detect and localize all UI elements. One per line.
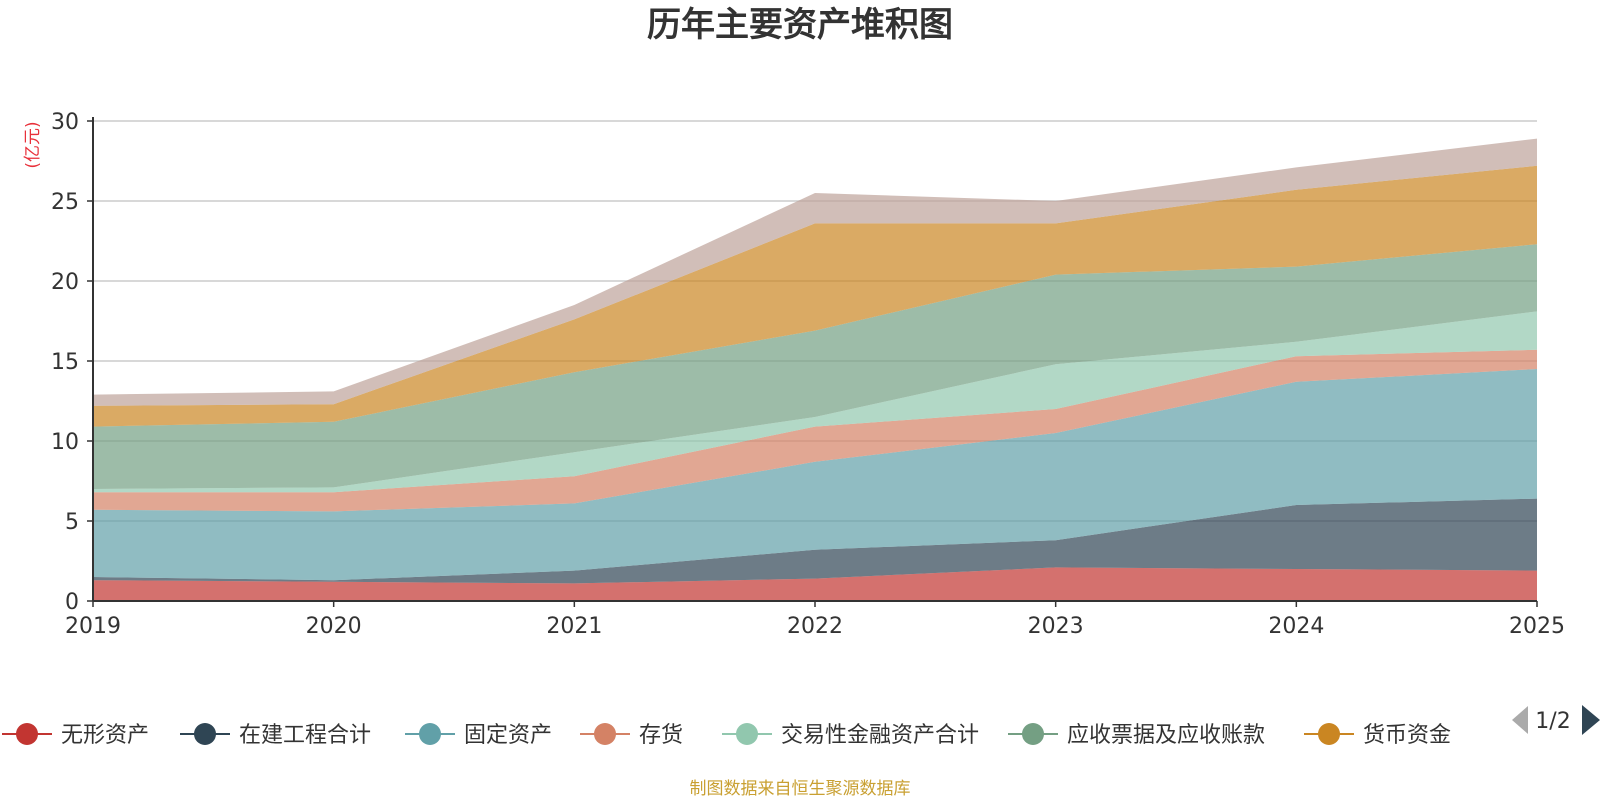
legend-item[interactable]: 在建工程合计 — [180, 723, 371, 748]
legend-pager: 1/2 — [1512, 705, 1600, 735]
legend-next-arrow[interactable] — [1582, 705, 1600, 735]
legend-marker — [1318, 723, 1340, 745]
legend-marker — [594, 723, 616, 745]
area-在建工程合计 — [93, 498, 1537, 584]
x-tick-label: 2021 — [546, 614, 602, 639]
legend: 无形资产 在建工程合计 固定资产 存货 交易性金融资产合计 应收票据及应收账款 货币资金 — [2, 723, 1451, 748]
legend-label: 在建工程合计 — [239, 723, 371, 748]
y-tick-label: 20 — [51, 270, 79, 295]
y-tick-label: 15 — [51, 350, 79, 375]
x-tick-label: 2019 — [65, 614, 121, 639]
legend-marker — [16, 723, 38, 745]
y-axis-unit: (亿元) — [23, 121, 43, 168]
legend-item[interactable]: 应收票据及应收账款 — [1008, 723, 1265, 748]
y-tick-label: 0 — [65, 590, 79, 615]
legend-page-label: 1/2 — [1535, 709, 1570, 734]
legend-item[interactable]: 货币资金 — [1304, 723, 1451, 748]
x-tick-label: 2025 — [1509, 614, 1565, 639]
x-tick-label: 2022 — [787, 614, 843, 639]
area-存货 — [93, 349, 1537, 512]
legend-item[interactable]: 存货 — [580, 723, 683, 748]
legend-marker — [419, 723, 441, 745]
legend-item[interactable]: 交易性金融资产合计 — [722, 723, 979, 748]
x-tick-label: 2023 — [1028, 614, 1084, 639]
legend-prev-arrow[interactable] — [1512, 706, 1528, 734]
y-tick-label: 10 — [51, 430, 79, 455]
legend-label: 无形资产 — [61, 723, 149, 748]
area-无形资产 — [93, 567, 1537, 601]
legend-marker — [194, 723, 216, 745]
area-货币资金 — [93, 165, 1537, 427]
data-source: 制图数据来自恒生聚源数据库 — [690, 779, 911, 799]
area-应收票据及应收账款 — [93, 244, 1537, 489]
legend-label: 交易性金融资产合计 — [781, 723, 979, 748]
chart-title: 历年主要资产堆积图 — [647, 5, 953, 45]
legend-label: 存货 — [639, 723, 683, 748]
legend-marker — [1022, 723, 1044, 745]
y-tick-label: 30 — [51, 110, 79, 135]
legend-marker — [736, 723, 758, 745]
area-其他 — [93, 138, 1537, 406]
y-tick-label: 25 — [51, 190, 79, 215]
y-tick-label: 5 — [65, 510, 79, 535]
legend-label: 固定资产 — [464, 723, 552, 748]
legend-item[interactable]: 无形资产 — [2, 723, 149, 748]
stacked-areas — [93, 138, 1537, 601]
area-固定资产 — [93, 369, 1537, 581]
legend-label: 货币资金 — [1363, 723, 1451, 748]
x-tick-label: 2020 — [306, 614, 362, 639]
x-tick-label: 2024 — [1268, 614, 1324, 639]
legend-label: 应收票据及应收账款 — [1067, 723, 1265, 748]
area-交易性金融资产合计 — [93, 311, 1537, 493]
legend-item[interactable]: 固定资产 — [405, 723, 552, 748]
